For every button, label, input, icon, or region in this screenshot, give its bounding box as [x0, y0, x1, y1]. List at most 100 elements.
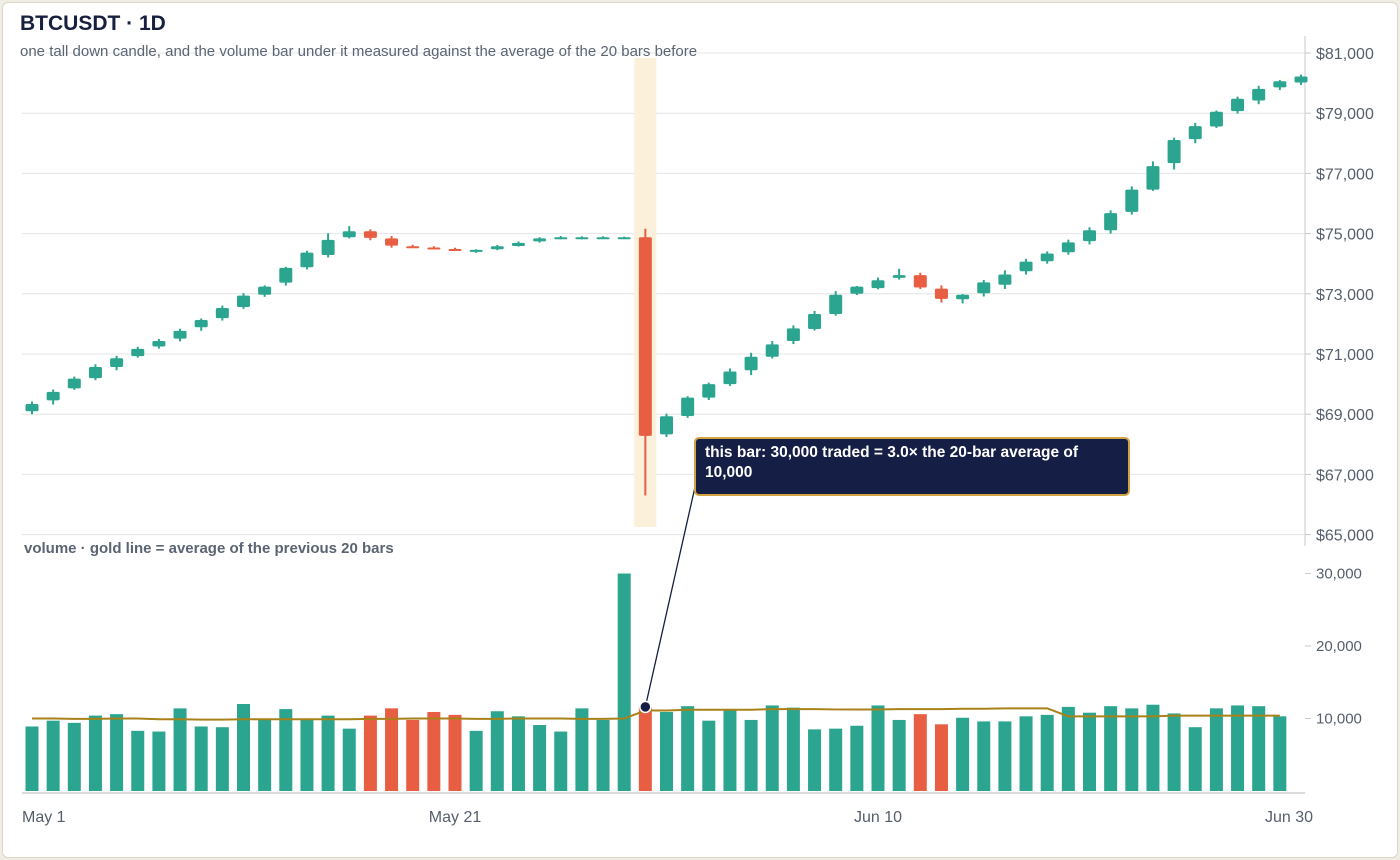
- candle-up: [511, 242, 525, 246]
- candles: [25, 74, 1308, 496]
- annotation-leader-line: [644, 486, 696, 708]
- date-tick-label: Jun 30: [1265, 809, 1313, 826]
- candle-up: [1273, 81, 1287, 88]
- volume-bar: [617, 573, 631, 791]
- candle-up: [977, 282, 991, 294]
- volume-tick-label: 30,000: [1316, 566, 1362, 583]
- volume-bar: [765, 705, 779, 791]
- volume-tick-label: 20,000: [1316, 638, 1362, 655]
- candle-up: [702, 384, 716, 398]
- candle-up: [1294, 76, 1308, 83]
- volume-bar: [300, 719, 314, 791]
- candle-down: [638, 237, 652, 436]
- candle-down: [934, 288, 948, 299]
- chart-subtitle: one tall down candle, and the volume bar…: [20, 43, 698, 60]
- volume-bar: [1061, 706, 1075, 791]
- price-tick-label: $67,000: [1316, 467, 1374, 484]
- candle-up: [660, 416, 673, 435]
- candle-down: [406, 246, 420, 249]
- volume-bar: [892, 719, 906, 791]
- volume-bar: [850, 725, 864, 791]
- price-tick-label: $79,000: [1316, 106, 1374, 123]
- candle-up: [1019, 261, 1033, 272]
- date-tick-label: May 1: [22, 809, 66, 826]
- volume-bar: [1273, 716, 1287, 791]
- price-tick-label: $81,000: [1316, 46, 1374, 63]
- candle-up: [1083, 230, 1096, 242]
- volume-bar: [786, 707, 800, 791]
- volume-bar: [638, 706, 652, 791]
- candle-up: [342, 231, 356, 238]
- volume-bar: [744, 719, 758, 791]
- axes: [22, 36, 1306, 794]
- price-tick-label: $77,000: [1316, 166, 1374, 183]
- candle-up: [173, 330, 187, 339]
- candle-up: [575, 237, 589, 240]
- volume-bar: [660, 711, 673, 791]
- volume-bars: [25, 573, 1287, 791]
- candle-down: [385, 238, 399, 246]
- volume-tick-label: 10,000: [1316, 711, 1362, 728]
- price-tick-label: $75,000: [1316, 227, 1374, 244]
- volume-bar: [110, 714, 124, 791]
- candle-up: [300, 252, 314, 268]
- candle-up: [152, 341, 166, 347]
- price-tick-label: $69,000: [1316, 407, 1374, 424]
- volume-bar: [469, 730, 483, 791]
- volume-bar: [934, 724, 948, 791]
- candle-up: [723, 371, 737, 385]
- candle-up: [892, 275, 906, 278]
- volume-bar: [1019, 716, 1033, 791]
- volume-bar: [913, 714, 927, 791]
- candle-down: [448, 248, 462, 251]
- date-tick-label: May 21: [429, 809, 482, 826]
- volume-bar: [237, 704, 250, 791]
- volume-bar: [194, 726, 208, 791]
- volume-bar: [575, 708, 589, 791]
- annotation-callout: this bar: 30,000 traded = 3.0× the 20-ba…: [694, 437, 1130, 496]
- candle-up: [744, 356, 758, 371]
- volume-bar: [279, 709, 293, 791]
- volume-bar: [258, 719, 272, 791]
- candle-up: [237, 295, 250, 308]
- volume-bar: [1209, 708, 1223, 791]
- price-tick-label: $65,000: [1316, 528, 1374, 545]
- candle-up: [46, 391, 60, 401]
- candle-up: [1252, 88, 1266, 101]
- volume-bar: [1083, 712, 1096, 791]
- volume-bar: [1188, 727, 1202, 791]
- volume-bar: [808, 729, 822, 791]
- volume-bar: [448, 714, 462, 791]
- candle-down: [913, 275, 927, 288]
- candle-up: [1061, 242, 1075, 253]
- candle-up: [871, 280, 885, 289]
- volume-bar: [1040, 714, 1054, 791]
- volume-average-line: [32, 707, 1280, 721]
- axis-ticks: $81,000 $79,000 $77,000 $75,000 $73,000 $71,0…: [22, 46, 1374, 826]
- candle-up: [88, 366, 102, 379]
- candle-up: [490, 246, 504, 250]
- candle-up: [258, 286, 272, 295]
- volume-panel-label: volume · gold line = average of the prev…: [24, 540, 394, 557]
- volume-bar: [1146, 704, 1160, 791]
- candle-down: [363, 231, 377, 238]
- volume-bar: [406, 719, 420, 791]
- volume-bar: [998, 721, 1012, 791]
- price-tick-label: $71,000: [1316, 347, 1374, 364]
- candle-up: [1104, 213, 1118, 231]
- candle-up: [1188, 126, 1202, 140]
- volume-bar: [46, 720, 60, 791]
- volume-bar: [1167, 713, 1181, 791]
- candle-up: [215, 307, 229, 319]
- candle-up: [850, 286, 864, 294]
- volume-bar: [1252, 706, 1266, 791]
- candle-up: [1209, 111, 1223, 127]
- candle-up: [25, 403, 39, 412]
- volume-bar: [1104, 706, 1118, 791]
- candle-up: [617, 237, 631, 240]
- candle-up: [1231, 98, 1245, 112]
- candle-up: [1125, 189, 1139, 212]
- candle-up: [829, 294, 843, 314]
- candle-up: [808, 313, 822, 330]
